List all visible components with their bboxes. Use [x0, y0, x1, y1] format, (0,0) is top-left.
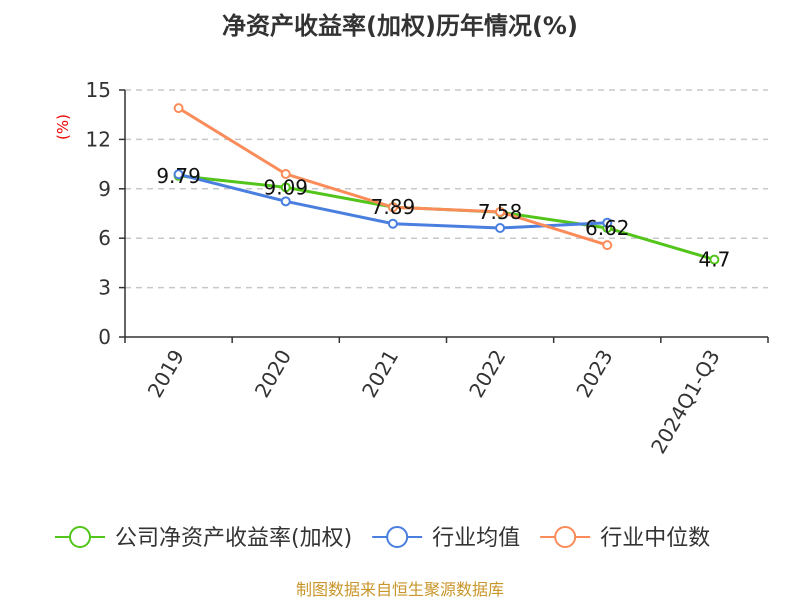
- data-point: [280, 182, 291, 193]
- data-point: [495, 206, 506, 217]
- y-tick-label: 3: [98, 276, 111, 300]
- y-tick-label: 6: [98, 226, 111, 250]
- x-tick-label: 2022: [464, 346, 510, 402]
- data-point: [173, 103, 184, 114]
- data-point: [602, 217, 613, 228]
- data-label: 9.79: [156, 164, 201, 188]
- x-tick-label: 2023: [571, 346, 617, 402]
- legend-item-0: 公司净资产收益率(加权): [55, 526, 352, 551]
- legend-circle-icon: [386, 526, 409, 548]
- source-note: 制图数据来自恒生聚源数据库: [296, 580, 504, 599]
- data-label: 6.62: [585, 216, 630, 240]
- data-point: [280, 168, 291, 179]
- legend-circle-icon: [554, 526, 577, 548]
- data-label: 7.89: [371, 195, 416, 219]
- data-label: 9.09: [263, 175, 308, 199]
- y-tick-label: 0: [98, 325, 111, 349]
- y-axis-label: (%): [54, 114, 72, 140]
- data-point: [173, 169, 184, 180]
- data-label: 7.58: [478, 200, 523, 224]
- legend-label: 行业均值: [432, 526, 520, 551]
- data-point: [387, 218, 398, 229]
- legend-circle-icon: [69, 526, 91, 548]
- x-tick-label: 2020: [250, 346, 296, 402]
- x-tick-label: 2024Q1-Q3: [646, 346, 725, 458]
- y-tick-label: 12: [86, 127, 111, 151]
- data-point: [387, 202, 398, 213]
- data-label: 4.7: [699, 248, 731, 272]
- y-tick-label: 15: [86, 78, 111, 102]
- x-tick-label: 2019: [143, 346, 189, 402]
- legend-label: 行业中位数: [600, 526, 710, 551]
- y-tick-label: 9: [98, 177, 111, 201]
- legend-item-1: 行业均值: [372, 526, 520, 551]
- data-point: [495, 222, 506, 233]
- legend-label: 公司净资产收益率(加权): [115, 526, 352, 551]
- data-point: [280, 196, 291, 207]
- data-point: [602, 240, 613, 251]
- data-point: [709, 254, 720, 265]
- legend-item-2: 行业中位数: [540, 526, 710, 551]
- chart-title: 净资产收益率(加权)历年情况(%): [222, 12, 578, 40]
- x-tick-label: 2021: [357, 346, 403, 402]
